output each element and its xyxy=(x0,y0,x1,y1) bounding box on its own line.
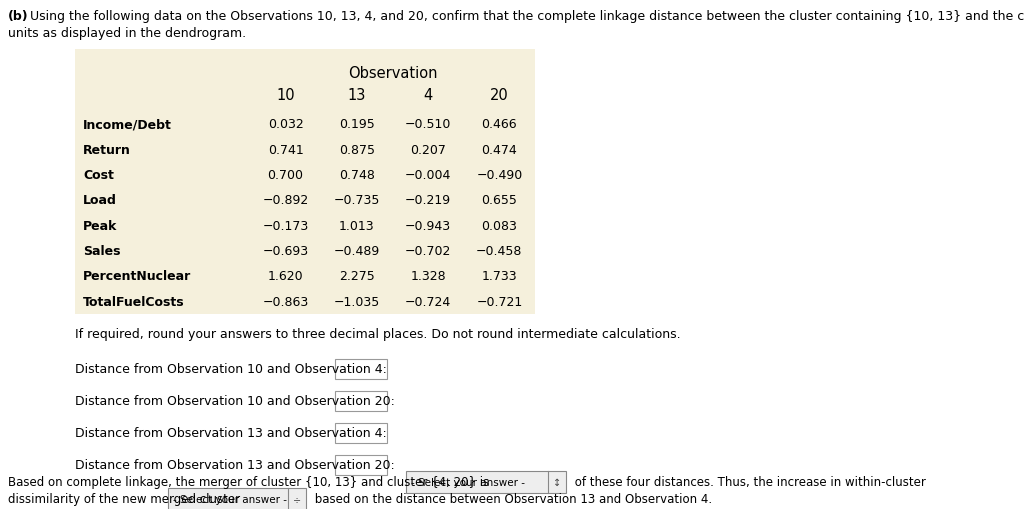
Text: (b): (b) xyxy=(8,10,29,23)
Text: −0.004: −0.004 xyxy=(404,168,452,182)
Text: 2.275: 2.275 xyxy=(339,270,375,283)
Text: 20: 20 xyxy=(490,88,509,103)
Text: 0.875: 0.875 xyxy=(339,143,375,156)
Text: −0.219: −0.219 xyxy=(406,194,452,207)
Bar xyxy=(75,50,535,315)
Text: 0.207: 0.207 xyxy=(411,143,446,156)
Text: −0.510: −0.510 xyxy=(404,118,452,131)
Text: Cost: Cost xyxy=(83,168,114,182)
Bar xyxy=(335,359,387,379)
Text: Load: Load xyxy=(83,194,117,207)
Bar xyxy=(335,423,387,443)
Text: Distance from Observation 10 and Observation 20:: Distance from Observation 10 and Observa… xyxy=(75,394,395,408)
Text: - Select your answer -: - Select your answer - xyxy=(411,477,525,487)
Text: based on the distance between Observation 13 and Observation 4.: based on the distance between Observatio… xyxy=(311,493,712,505)
Text: 1.013: 1.013 xyxy=(339,219,375,232)
Bar xyxy=(406,471,566,493)
Text: TotalFuelCosts: TotalFuelCosts xyxy=(83,295,184,308)
Text: - Select your answer -: - Select your answer - xyxy=(173,494,287,504)
Text: 0.748: 0.748 xyxy=(339,168,375,182)
Text: 0.474: 0.474 xyxy=(481,143,517,156)
Text: of these four distances. Thus, the increase in within-cluster: of these four distances. Thus, the incre… xyxy=(571,475,926,489)
Text: −0.721: −0.721 xyxy=(476,295,522,308)
Text: −1.035: −1.035 xyxy=(334,295,380,308)
Text: Income/Debt: Income/Debt xyxy=(83,118,172,131)
Text: Based on complete linkage, the merger of cluster {10, 13} and cluster {4, 20} is: Based on complete linkage, the merger of… xyxy=(8,475,493,489)
Text: 0.032: 0.032 xyxy=(267,118,303,131)
Text: −0.173: −0.173 xyxy=(262,219,309,232)
Text: Observation: Observation xyxy=(348,66,437,81)
Text: ↕: ↕ xyxy=(553,477,561,487)
Text: −0.490: −0.490 xyxy=(476,168,522,182)
Text: 0.700: 0.700 xyxy=(267,168,304,182)
Text: Using the following data on the Observations 10, 13, 4, and 20, confirm that the: Using the following data on the Observat… xyxy=(26,10,1024,23)
Text: 0.741: 0.741 xyxy=(267,143,303,156)
Text: dissimilarity of the new merged cluster: dissimilarity of the new merged cluster xyxy=(8,493,244,505)
Text: 1.328: 1.328 xyxy=(411,270,445,283)
Text: 13: 13 xyxy=(348,88,366,103)
Text: −0.693: −0.693 xyxy=(262,245,308,258)
Text: ÷: ÷ xyxy=(293,494,301,504)
Text: Return: Return xyxy=(83,143,131,156)
Text: 1.733: 1.733 xyxy=(481,270,517,283)
Text: −0.702: −0.702 xyxy=(404,245,452,258)
Text: 0.195: 0.195 xyxy=(339,118,375,131)
Text: units as displayed in the dendrogram.: units as displayed in the dendrogram. xyxy=(8,27,246,40)
Text: −0.735: −0.735 xyxy=(334,194,380,207)
Bar xyxy=(168,488,306,509)
Text: −0.892: −0.892 xyxy=(262,194,309,207)
Text: 0.466: 0.466 xyxy=(481,118,517,131)
Text: −0.458: −0.458 xyxy=(476,245,522,258)
Text: If required, round your answers to three decimal places. Do not round intermedia: If required, round your answers to three… xyxy=(75,327,681,341)
Bar xyxy=(335,391,387,411)
Text: 0.083: 0.083 xyxy=(481,219,517,232)
Bar xyxy=(335,455,387,475)
Text: 4: 4 xyxy=(424,88,433,103)
Text: 1.620: 1.620 xyxy=(268,270,303,283)
Text: Distance from Observation 10 and Observation 4:: Distance from Observation 10 and Observa… xyxy=(75,363,387,376)
Text: −0.943: −0.943 xyxy=(406,219,452,232)
Text: −0.724: −0.724 xyxy=(406,295,452,308)
Text: Distance from Observation 13 and Observation 20:: Distance from Observation 13 and Observa… xyxy=(75,459,394,471)
Text: 10: 10 xyxy=(276,88,295,103)
Text: −0.863: −0.863 xyxy=(262,295,309,308)
Text: Sales: Sales xyxy=(83,245,121,258)
Text: Distance from Observation 13 and Observation 4:: Distance from Observation 13 and Observa… xyxy=(75,427,387,440)
Text: Peak: Peak xyxy=(83,219,118,232)
Text: 0.655: 0.655 xyxy=(481,194,517,207)
Text: −0.489: −0.489 xyxy=(334,245,380,258)
Text: PercentNuclear: PercentNuclear xyxy=(83,270,191,283)
